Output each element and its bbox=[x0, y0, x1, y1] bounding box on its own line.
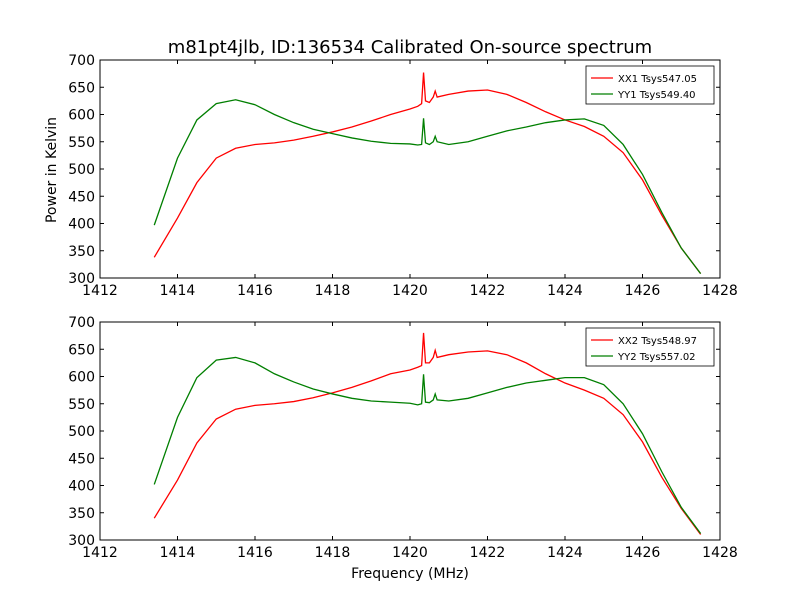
x-tick-label: 1422 bbox=[470, 545, 506, 561]
y-tick-label: 650 bbox=[68, 342, 95, 358]
x-tick-label: 1420 bbox=[392, 283, 428, 299]
x-tick-label: 1428 bbox=[702, 545, 738, 561]
legend-label: YY2 Tsys557.02 bbox=[617, 352, 696, 363]
chart-title: m81pt4jlb, ID:136534 Calibrated On-sourc… bbox=[168, 37, 652, 58]
y-tick-label: 600 bbox=[68, 108, 95, 124]
y-tick-label: 500 bbox=[68, 424, 95, 440]
y-tick-label: 450 bbox=[68, 451, 95, 467]
y-axis-label: Power in Kelvin bbox=[44, 117, 60, 223]
top-panel: 1412 1414 1416 1418 1420 1422 1424 1426 1428 300 3… bbox=[68, 53, 738, 299]
y-tick-label: 400 bbox=[68, 217, 95, 233]
x-tick-label: 1418 bbox=[315, 545, 351, 561]
legend: XX1 Tsys547.05 YY1 Tsys549.40 bbox=[585, 65, 715, 105]
x-tick-label: 1428 bbox=[702, 283, 738, 299]
y-tick-label: 500 bbox=[68, 162, 95, 178]
x-axis-label: Frequency (MHz) bbox=[351, 566, 469, 582]
y-tick-label: 600 bbox=[68, 370, 95, 386]
x-tick-label: 1412 bbox=[82, 283, 118, 299]
y-tick-label: 650 bbox=[68, 80, 95, 96]
y-tick-label: 550 bbox=[68, 397, 95, 413]
legend-box bbox=[585, 65, 715, 105]
legend-label: XX1 Tsys547.05 bbox=[618, 74, 697, 85]
x-tick-label: 1414 bbox=[160, 283, 196, 299]
y-tick-label: 300 bbox=[68, 533, 95, 549]
x-tick-label: 1420 bbox=[392, 545, 428, 561]
legend-box bbox=[585, 327, 715, 367]
legend: XX2 Tsys548.97 YY2 Tsys557.02 bbox=[585, 327, 715, 367]
x-tick-label: 1416 bbox=[237, 283, 273, 299]
series-line-xx1 bbox=[153, 72, 702, 275]
x-tick-label: 1416 bbox=[237, 545, 273, 561]
x-tick-label: 1426 bbox=[625, 283, 661, 299]
y-tick-label: 350 bbox=[68, 506, 95, 522]
series-line-xx2 bbox=[153, 332, 702, 535]
bottom-panel: 1412 1414 1416 1418 1420 1422 1424 1426 1428 300 3… bbox=[68, 315, 738, 561]
y-tick-label: 700 bbox=[68, 53, 95, 69]
legend-label: XX2 Tsys548.97 bbox=[618, 336, 697, 347]
y-tick-label: 350 bbox=[68, 244, 95, 260]
legend-label: YY1 Tsys549.40 bbox=[617, 90, 696, 101]
x-tick-label: 1414 bbox=[160, 545, 196, 561]
y-tick-label: 550 bbox=[68, 135, 95, 151]
x-tick-label: 1412 bbox=[82, 545, 118, 561]
y-tick-label: 450 bbox=[68, 189, 95, 205]
series-line-yy1 bbox=[153, 99, 702, 275]
x-tick-label: 1418 bbox=[315, 283, 351, 299]
x-tick-label: 1426 bbox=[625, 545, 661, 561]
y-tick-label: 700 bbox=[68, 315, 95, 331]
series-line-yy2 bbox=[153, 356, 702, 534]
x-tick-label: 1424 bbox=[547, 545, 583, 561]
y-tick-label: 400 bbox=[68, 479, 95, 495]
x-tick-label: 1424 bbox=[547, 283, 583, 299]
x-tick-label: 1422 bbox=[470, 283, 506, 299]
y-tick-label: 300 bbox=[68, 271, 95, 287]
